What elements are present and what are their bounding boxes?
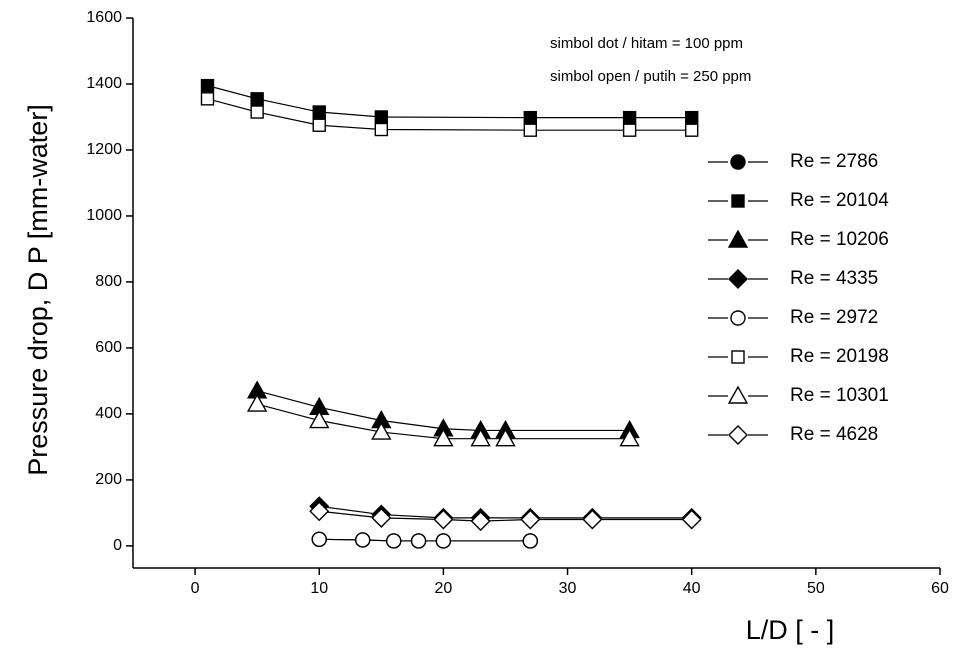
x-tick-label: 50 xyxy=(807,580,825,597)
series-line xyxy=(207,85,692,119)
marker xyxy=(200,78,215,93)
marker xyxy=(622,123,637,137)
marker xyxy=(312,105,326,119)
marker xyxy=(470,428,491,447)
legend-label: Re = 4335 xyxy=(790,268,878,289)
y-axis-label: Pressure drop, D P [mm-water] xyxy=(23,104,53,476)
marker xyxy=(470,511,491,532)
y-tick-label: 200 xyxy=(95,471,122,488)
legend-marker xyxy=(730,154,746,170)
marker xyxy=(311,531,327,547)
x-axis-label: L/D [ - ] xyxy=(746,615,835,645)
marker xyxy=(622,110,637,125)
marker xyxy=(619,428,640,447)
marker xyxy=(435,533,452,549)
marker xyxy=(371,421,392,440)
marker xyxy=(684,110,699,125)
marker xyxy=(523,123,537,137)
marker xyxy=(374,122,389,137)
marker xyxy=(309,410,330,429)
legend-marker xyxy=(727,229,749,248)
marker xyxy=(246,393,268,412)
marker xyxy=(200,92,215,106)
x-tick-label: 60 xyxy=(931,580,949,597)
marker xyxy=(312,118,326,132)
legend-marker xyxy=(731,194,745,208)
annotation: simbol dot / hitam = 100 ppm xyxy=(550,35,743,52)
marker xyxy=(433,509,454,530)
legend-label: Re = 10206 xyxy=(790,229,889,250)
legend-label: Re = 2786 xyxy=(790,151,878,172)
legend-label: Re = 4628 xyxy=(790,424,878,445)
legend-label: Re = 10301 xyxy=(790,385,889,406)
marker xyxy=(309,501,330,522)
x-tick-label: 20 xyxy=(434,580,452,597)
y-tick-label: 1200 xyxy=(86,141,122,158)
x-tick-label: 10 xyxy=(310,580,328,597)
marker xyxy=(250,105,264,119)
marker xyxy=(250,92,264,106)
legend-marker xyxy=(728,269,748,289)
marker xyxy=(354,532,371,548)
legend-label: Re = 20104 xyxy=(790,190,889,211)
marker xyxy=(433,428,454,447)
annotation: simbol open / putih = 250 ppm xyxy=(550,68,751,85)
legend-marker xyxy=(731,350,745,364)
x-tick-label: 30 xyxy=(559,580,577,597)
legend-label: Re = 20198 xyxy=(790,346,889,367)
marker xyxy=(386,533,402,549)
y-tick-label: 800 xyxy=(95,273,122,290)
marker xyxy=(582,509,603,530)
legend-marker xyxy=(727,385,749,404)
marker xyxy=(684,123,699,137)
marker xyxy=(522,533,538,549)
marker xyxy=(371,507,392,528)
x-tick-label: 40 xyxy=(683,580,701,597)
marker xyxy=(495,428,516,447)
y-tick-label: 1000 xyxy=(86,207,122,224)
marker xyxy=(374,110,389,124)
y-tick-label: 1400 xyxy=(86,75,122,92)
y-tick-label: 400 xyxy=(95,405,122,422)
marker xyxy=(681,509,702,530)
legend-label: Re = 2972 xyxy=(790,307,878,328)
y-tick-label: 0 xyxy=(113,537,122,554)
marker xyxy=(520,509,541,530)
marker xyxy=(410,533,427,549)
y-tick-label: 600 xyxy=(95,339,122,356)
marker xyxy=(523,110,537,125)
y-tick-label: 1600 xyxy=(86,9,122,26)
x-tick-label: 0 xyxy=(191,580,200,597)
legend-marker xyxy=(728,425,748,445)
legend-marker xyxy=(730,310,746,326)
